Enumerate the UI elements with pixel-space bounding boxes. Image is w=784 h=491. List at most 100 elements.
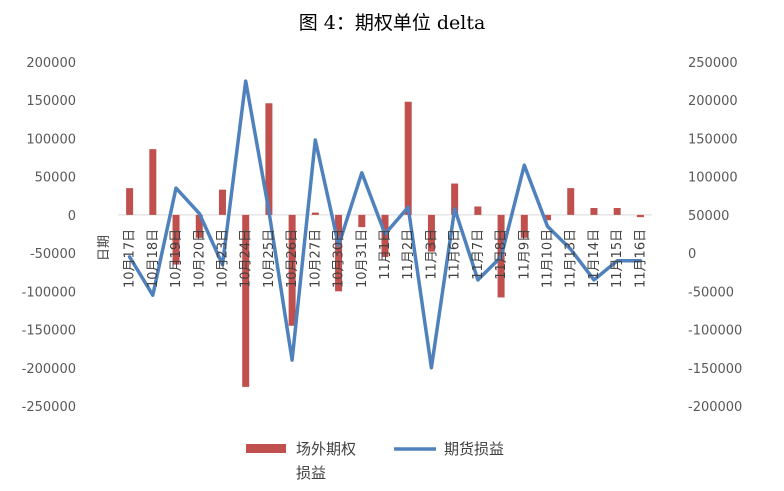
right-tick-label: 0 bbox=[688, 247, 696, 262]
left-tick-label: 100000 bbox=[26, 132, 76, 147]
right-tick-label: 200000 bbox=[688, 94, 738, 109]
category-label: 11月15日 bbox=[610, 229, 625, 288]
bar bbox=[172, 214, 180, 265]
left-tick-label: -50000 bbox=[30, 247, 76, 262]
category-label: 11月10日 bbox=[541, 229, 556, 288]
bar bbox=[126, 188, 134, 215]
category-label: 10月17日 bbox=[123, 229, 138, 288]
right-tick-label: 150000 bbox=[688, 132, 738, 147]
left-tick-label: -100000 bbox=[22, 285, 76, 300]
line-point bbox=[221, 264, 223, 266]
right-tick-label: -50000 bbox=[688, 285, 734, 300]
right-tick-label: 250000 bbox=[688, 56, 738, 71]
line-point bbox=[500, 256, 502, 258]
bar bbox=[590, 208, 598, 215]
bar bbox=[381, 214, 389, 257]
line-point bbox=[175, 187, 177, 189]
category-label: 10月23日 bbox=[215, 229, 230, 288]
right-tick-label: 100000 bbox=[688, 171, 738, 186]
category-label: 11月8日 bbox=[494, 229, 509, 280]
legend-label-bar: 场外期权 bbox=[296, 440, 356, 458]
legend-label-line: 期货损益 bbox=[444, 440, 504, 458]
right-tick-label: -100000 bbox=[688, 324, 742, 339]
left-axis: 200000 150000 100000 50000 0 -50000 -100000 -15… bbox=[22, 56, 76, 415]
bar bbox=[427, 214, 435, 252]
bar bbox=[311, 212, 319, 215]
bar bbox=[242, 214, 250, 387]
category-label: 10月31日 bbox=[355, 229, 370, 288]
category-label: 11月13日 bbox=[564, 229, 579, 288]
legend: 场外期权 损益 期货损益 bbox=[246, 440, 504, 482]
line-point bbox=[430, 367, 432, 369]
bar bbox=[288, 214, 296, 326]
bar bbox=[218, 189, 226, 215]
category-label: 10月27日 bbox=[308, 229, 323, 288]
chart-title: 图 4：期权单位 delta bbox=[299, 12, 486, 34]
line-point bbox=[291, 359, 293, 361]
left-tick-label: -150000 bbox=[22, 324, 76, 339]
category-label: 10月18日 bbox=[146, 229, 161, 288]
bar bbox=[544, 214, 552, 221]
category-label: 11月9日 bbox=[517, 229, 532, 280]
line-point bbox=[407, 206, 409, 208]
category-label: 11月16日 bbox=[633, 229, 648, 288]
line-point bbox=[152, 294, 154, 296]
category-axis: 10月17日 10月18日 10月19日 10月20日 10月23日 10月24日 10月2… bbox=[123, 229, 649, 288]
right-tick-label: -200000 bbox=[688, 400, 742, 415]
category-label: 10月26日 bbox=[285, 229, 300, 288]
line-point bbox=[570, 248, 572, 250]
bar bbox=[567, 188, 575, 215]
bar bbox=[474, 206, 482, 215]
bar bbox=[613, 208, 621, 215]
left-tick-label: -200000 bbox=[22, 362, 76, 377]
bar bbox=[358, 214, 366, 228]
left-tick-label: 0 bbox=[68, 209, 76, 224]
bar bbox=[265, 103, 273, 215]
line-point bbox=[639, 260, 641, 262]
line-point bbox=[198, 212, 200, 214]
x-axis-label: 日期 bbox=[97, 235, 112, 261]
line-point bbox=[268, 210, 270, 212]
line-point bbox=[338, 244, 340, 246]
category-label: 10月25日 bbox=[262, 229, 277, 288]
line-point bbox=[454, 208, 456, 210]
right-axis: 250000 200000 150000 100000 50000 0 -50000 -100… bbox=[688, 56, 742, 415]
line-point bbox=[547, 225, 549, 227]
bar bbox=[636, 214, 644, 218]
line-point bbox=[523, 164, 525, 166]
line-point bbox=[129, 256, 131, 258]
legend-label-bar-line2: 损益 bbox=[296, 464, 326, 482]
line-point bbox=[384, 233, 386, 235]
line-series bbox=[127, 79, 643, 370]
bar bbox=[149, 149, 157, 215]
right-tick-label: -150000 bbox=[688, 362, 742, 377]
bar bbox=[404, 101, 412, 215]
category-label: 10月24日 bbox=[239, 229, 254, 288]
bar bbox=[335, 214, 343, 292]
category-label: 11月2日 bbox=[401, 229, 416, 280]
line-point bbox=[593, 279, 595, 281]
left-tick-label: -250000 bbox=[22, 400, 76, 415]
category-label: 10月30日 bbox=[332, 229, 347, 288]
bar bbox=[451, 183, 459, 215]
line-point bbox=[616, 260, 618, 262]
category-label: 11月3日 bbox=[424, 229, 439, 280]
left-tick-label: 50000 bbox=[35, 171, 76, 186]
category-label: 11月6日 bbox=[448, 229, 463, 280]
bar bbox=[520, 214, 528, 238]
left-tick-label: 150000 bbox=[26, 94, 76, 109]
right-tick-label: 50000 bbox=[688, 209, 729, 224]
category-label: 10月20日 bbox=[192, 229, 207, 288]
category-label: 11月14日 bbox=[587, 229, 602, 288]
line-point bbox=[361, 172, 363, 174]
category-label: 11月1日 bbox=[378, 229, 393, 280]
left-tick-label: 200000 bbox=[26, 56, 76, 71]
line-point bbox=[245, 80, 247, 82]
legend-swatch-bar bbox=[246, 444, 286, 453]
category-label: 11月7日 bbox=[471, 229, 486, 280]
bar bbox=[195, 214, 203, 238]
line-point bbox=[314, 139, 316, 141]
line-point bbox=[477, 279, 479, 281]
category-label: 10月19日 bbox=[169, 229, 184, 288]
